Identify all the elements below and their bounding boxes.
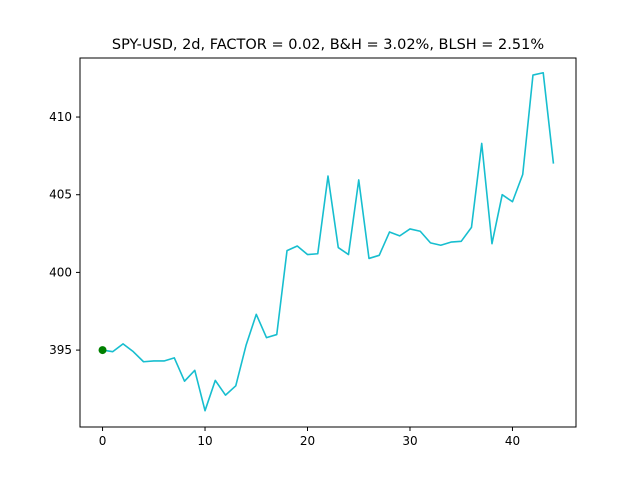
buy-marker [98, 346, 107, 355]
y-tick-label: 405 [49, 188, 72, 202]
y-tick-label: 410 [49, 110, 72, 124]
y-tick-label: 400 [49, 265, 72, 279]
x-tick-label: 0 [99, 434, 107, 448]
axes-frame [79, 57, 577, 428]
x-tick-label: 20 [300, 434, 315, 448]
series-line [102, 71, 555, 412]
plot-area: 0 10 20 30 40 395 400 405 410 [49, 71, 555, 448]
x-tick-label: 10 [197, 434, 212, 448]
x-tick-label: 40 [505, 434, 520, 448]
chart-title: SPY-USD, 2d, FACTOR = 0.02, B&H = 3.02%,… [112, 37, 544, 53]
y-tick-label: 395 [49, 343, 72, 357]
x-tick-label: 30 [402, 434, 417, 448]
